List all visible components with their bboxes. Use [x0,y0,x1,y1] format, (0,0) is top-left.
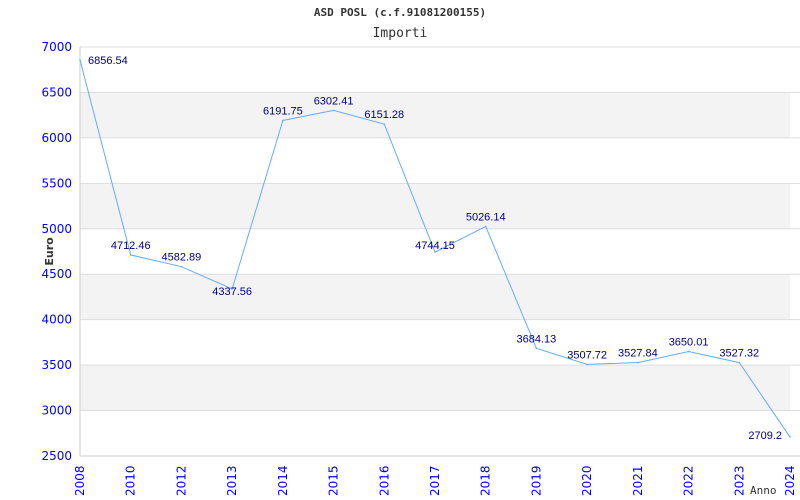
data-point [282,119,284,122]
y-tick-label: 5500 [41,176,72,190]
data-label: 4337.56 [212,286,252,298]
x-tick-label: 2018 [479,465,493,496]
chart-title: ASD POSL (c.f.91081200155) [313,6,487,19]
y-tick-label: 3000 [41,404,72,418]
y-tick-label: 2500 [41,449,72,463]
x-tick-label: 2022 [682,465,696,496]
data-point [789,436,791,438]
data-point [535,347,538,350]
x-tick-label: 2016 [377,465,391,496]
data-point [231,288,233,290]
data-label: 6302.41 [314,95,354,107]
y-tick-label: 7000 [41,40,72,54]
x-tick-label: 2019 [529,465,543,496]
data-point [687,350,690,353]
grid-band [80,274,790,320]
data-label: 3527.32 [719,348,759,360]
data-point [738,361,741,364]
data-label: 4712.46 [111,240,151,252]
data-label: 6191.75 [263,105,303,117]
y-tick-label: 6500 [41,85,72,99]
data-point [79,59,81,61]
grid-band [80,92,790,138]
data-point [637,361,639,364]
data-label: 4582.89 [162,252,202,264]
data-point [434,251,436,253]
x-tick-label: 2012 [174,465,188,496]
x-tick-label: 2020 [580,465,594,496]
x-tick-label: 2017 [428,465,442,496]
x-tick-label: 2024 [783,465,797,496]
data-label: 3527.84 [618,348,658,360]
data-point [129,254,132,256]
x-tick-label: 2023 [732,465,746,496]
y-tick-label: 4500 [41,267,72,281]
x-tick-label: 2021 [631,465,645,496]
grid-band [80,365,790,411]
y-tick-label: 6000 [41,131,72,145]
y-axis-title: Euro [43,237,56,266]
data-point [586,363,588,366]
data-label: 4744.15 [415,240,455,252]
data-label: 3684.13 [517,333,557,345]
x-tick-label: 2008 [73,465,87,496]
x-tick-label: 2014 [276,465,290,496]
y-tick-label: 5000 [41,222,72,236]
x-tick-label: 2010 [124,465,138,496]
x-tick-label: 2015 [327,465,341,496]
chart-subtitle: Importi [372,26,428,41]
data-label: 3507.72 [567,349,607,361]
data-point [332,109,335,112]
grid-band [80,183,790,229]
data-label: 2709.2 [748,430,782,442]
x-axis-title: Anno [750,484,777,497]
y-tick-label: 3500 [41,358,72,372]
y-tick-label: 4000 [41,313,72,327]
data-point [484,225,487,228]
data-label: 6151.28 [364,109,404,121]
data-label: 3650.01 [669,336,709,348]
data-point [180,265,183,268]
data-label: 5026.14 [466,211,506,223]
data-point [383,123,386,125]
data-label: 6856.54 [88,55,128,67]
x-tick-label: 2013 [225,465,239,496]
